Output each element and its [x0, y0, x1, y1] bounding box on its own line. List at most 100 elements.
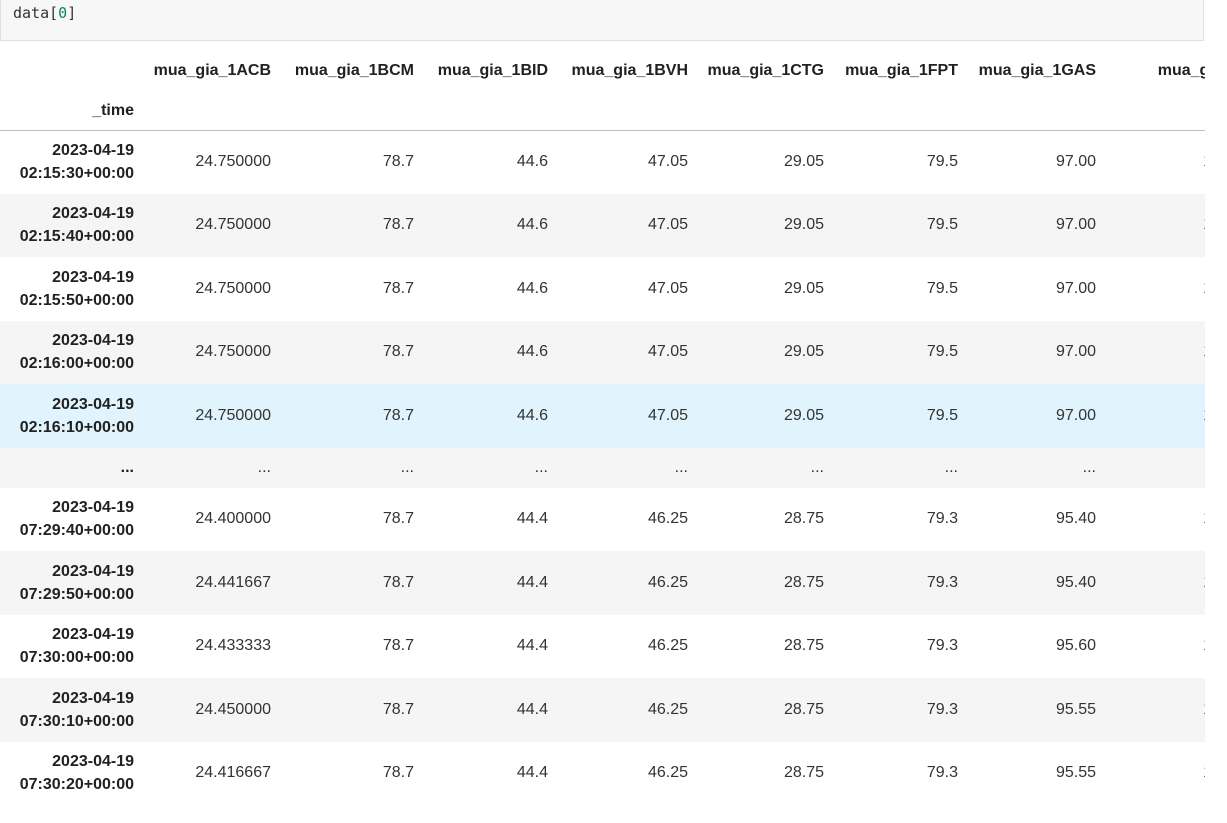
cell: ... — [674, 458, 688, 476]
cell: ... — [810, 458, 824, 476]
column-header: mua_gia_1BCM — [294, 62, 414, 79]
cell: 44.6 — [516, 279, 548, 297]
cell: 46.25 — [647, 510, 688, 528]
cell: 44.4 — [516, 637, 548, 655]
row-index: 2023-04-19 07:29:50+00:00 — [19, 562, 134, 603]
cell: 79.5 — [926, 279, 958, 297]
cell: 79.5 — [926, 406, 958, 424]
cell: ... — [944, 458, 958, 476]
cell: 97.00 — [1055, 216, 1096, 234]
empty-header — [966, 92, 1104, 130]
cell: 97.00 — [1055, 279, 1096, 297]
header-row: mua_gia_1ACB mua_gia_1BCM mua_gia_1BID mua_… — [0, 50, 1205, 92]
cell: 78.7 — [382, 279, 414, 297]
row-index: 2023-04-19 07:30:20+00:00 — [19, 753, 134, 794]
cell: 95.55 — [1055, 700, 1096, 718]
code-token: ] — [67, 4, 77, 22]
cell: 15.050 — [1104, 488, 1205, 552]
cell: 97.00 — [1055, 406, 1096, 424]
cell: 79.3 — [926, 573, 958, 591]
cell: 15.050 — [1104, 551, 1205, 615]
empty-header — [1104, 92, 1205, 130]
row-index: 2023-04-19 02:15:30+00:00 — [19, 142, 134, 182]
cell: 44.4 — [516, 573, 548, 591]
cell: 44.6 — [516, 406, 548, 424]
empty-header — [142, 92, 279, 130]
cell: 44.4 — [516, 510, 548, 528]
cell: 15.500 — [1104, 257, 1205, 321]
cell: 24.441667 — [195, 573, 271, 591]
cell: 28.75 — [783, 700, 824, 718]
cell: ... — [257, 458, 271, 476]
column-header: mua_gia_1C — [1157, 62, 1205, 79]
empty-header — [279, 92, 422, 130]
cell: 97.00 — [1055, 343, 1096, 361]
row: 2023-04-19 02:15:40+00:00 24.750000 78.7 44… — [0, 193, 1205, 258]
cell: 15.500 — [1104, 194, 1205, 258]
cell: 47.05 — [647, 216, 688, 234]
cell: 79.5 — [926, 343, 958, 361]
cell: 15.091 — [1104, 678, 1205, 742]
row: 2023-04-19 07:29:40+00:00 24.400000 78.7 44… — [0, 488, 1205, 552]
cell: 47.05 — [647, 343, 688, 361]
cell: 95.40 — [1055, 510, 1096, 528]
column-header: mua_gia_1BVH — [571, 62, 689, 79]
row-index: 2023-04-19 07:29:40+00:00 — [19, 499, 134, 540]
row-index: 2023-04-19 07:30:00+00:00 — [19, 626, 134, 667]
cell: 78.7 — [382, 764, 414, 782]
cell: 15.030 — [1104, 742, 1205, 806]
index-name: _time — [92, 101, 134, 119]
cell: ... — [1082, 458, 1096, 476]
row-index: 2023-04-19 07:30:10+00:00 — [19, 689, 134, 730]
cell: 79.3 — [926, 510, 958, 528]
cell: 24.750000 — [195, 279, 271, 297]
row: 2023-04-19 02:16:10+00:00 24.750000 78.7 44… — [0, 384, 1205, 448]
cell: 95.55 — [1055, 764, 1096, 782]
cell: 15.500 — [1104, 321, 1205, 385]
cell: 47.05 — [647, 406, 688, 424]
cell: 15.050 — [1104, 615, 1205, 679]
empty-header — [556, 92, 696, 130]
cell: 79.3 — [926, 637, 958, 655]
cell: 97.00 — [1055, 153, 1096, 170]
cell: 24.750000 — [195, 343, 271, 361]
cell: 47.05 — [647, 279, 688, 297]
cell: 78.7 — [382, 153, 414, 170]
cell: 44.4 — [516, 764, 548, 782]
cell: 79.3 — [926, 700, 958, 718]
cell: 24.433333 — [195, 637, 271, 655]
cell — [1104, 448, 1205, 488]
column-header: mua_gia_1GAS — [978, 62, 1096, 79]
corner — [0, 50, 142, 92]
cell: 24.450000 — [195, 700, 271, 718]
row-index: 2023-04-19 02:15:40+00:00 — [19, 205, 134, 246]
cell: 24.750000 — [195, 153, 271, 170]
code-token: data[ — [13, 4, 59, 22]
cell: 79.3 — [926, 764, 958, 782]
cell: 79.5 — [926, 216, 958, 234]
code: data[0] — [13, 4, 76, 22]
cell: ... — [400, 458, 414, 476]
row: 2023-04-19 02:16:00+00:00 24.750000 78.7 44… — [0, 320, 1205, 385]
row-index: 2023-04-19 02:16:00+00:00 — [19, 332, 134, 373]
cell: 29.05 — [783, 343, 824, 361]
row-index: 2023-04-19 02:15:50+00:00 — [19, 268, 134, 309]
empty-header — [422, 92, 556, 130]
row-index: ... — [120, 459, 134, 476]
cell: 78.7 — [382, 216, 414, 234]
code-cell: data[0] — [0, 0, 1204, 41]
row: 2023-04-19 02:15:30+00:00 24.750000 78.7 44… — [0, 130, 1205, 194]
row: 2023-04-19 07:30:20+00:00 24.416667 78.7 44… — [0, 742, 1205, 806]
cell: ... — [534, 458, 548, 476]
cell: 78.7 — [382, 637, 414, 655]
cell: 28.75 — [783, 637, 824, 655]
cell: 29.05 — [783, 406, 824, 424]
cell: 24.400000 — [195, 510, 271, 528]
row-index: 2023-04-19 02:16:10+00:00 — [19, 395, 134, 436]
cell: 95.40 — [1055, 573, 1096, 591]
index-name-row: _time — [0, 92, 1205, 130]
cell: 15.500 — [1104, 130, 1205, 194]
column-header: mua_gia_1CTG — [707, 62, 824, 79]
cell: 46.25 — [647, 573, 688, 591]
